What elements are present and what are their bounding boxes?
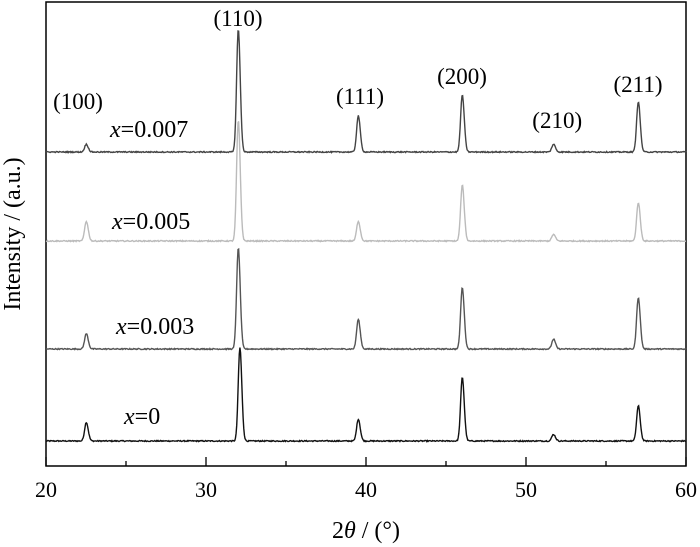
x-tick-label: 40 <box>355 477 377 502</box>
series-label: x=0 <box>123 404 160 430</box>
x-tick-label: 60 <box>675 477 697 502</box>
x-axis-ticks: 20 30 40 50 60 <box>35 457 697 502</box>
peak-label: (100) <box>53 89 103 114</box>
series-label-value: =0.007 <box>121 117 189 143</box>
x-axis-title: 2θ / (°) <box>332 518 400 544</box>
series-line-2 <box>45 121 687 243</box>
x-tick-label: 30 <box>195 477 217 502</box>
series-label-var: x <box>111 209 123 235</box>
series-label-value: =0.003 <box>127 314 195 340</box>
series-label: x=0.007 <box>109 117 188 143</box>
series-label: x=0.005 <box>111 209 190 235</box>
series-label-var: x <box>115 314 127 340</box>
series-line-3 <box>45 30 687 154</box>
peak-label: (211) <box>614 72 663 97</box>
series-label-var: x <box>123 404 135 430</box>
peak-labels: (100) (110) (111) (200) (210) (211) <box>53 6 662 133</box>
peak-label: (200) <box>437 64 487 89</box>
x-tick-label: 20 <box>35 477 57 502</box>
series-line-0 <box>45 347 687 443</box>
series-line-1 <box>45 247 687 351</box>
x-tick-label: 50 <box>515 477 537 502</box>
series-traces <box>45 30 687 443</box>
series-label: x=0.003 <box>115 314 194 340</box>
peak-label: (110) <box>214 6 263 31</box>
y-axis-title: Intensity / (a.u.) <box>0 157 26 310</box>
peak-label: (111) <box>336 84 384 109</box>
x-axis-title-part: / (°) <box>356 518 400 544</box>
peak-label: (210) <box>532 108 582 133</box>
x-axis-title-theta: θ <box>344 518 356 544</box>
series-label-value: =0 <box>135 404 161 430</box>
x-axis-title-part: 2 <box>332 518 344 544</box>
series-label-value: =0.005 <box>123 209 191 235</box>
series-label-var: x <box>109 117 121 143</box>
